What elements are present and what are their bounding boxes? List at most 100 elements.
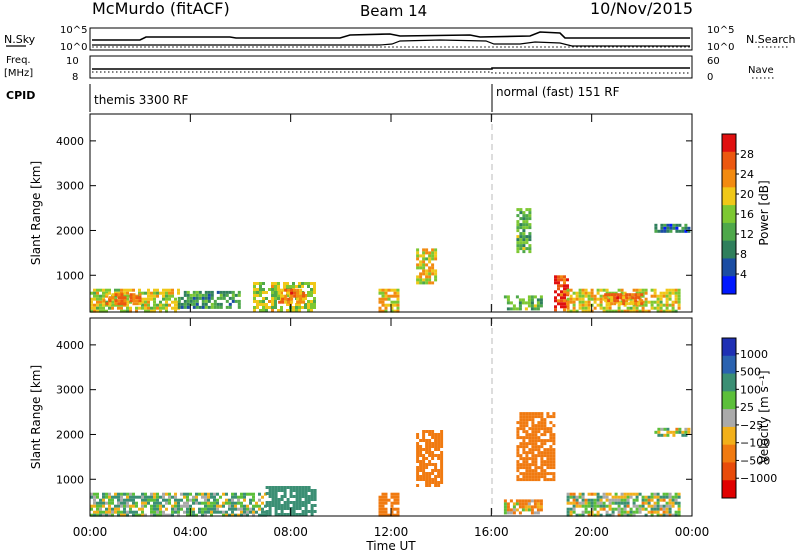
- echo-cell: [253, 306, 256, 309]
- echo-cell: [566, 293, 569, 297]
- echo-cell: [587, 309, 591, 313]
- echo-cell: [422, 457, 426, 460]
- echo-cell: [522, 466, 526, 470]
- echo-cell: [419, 478, 423, 481]
- echo-cell: [231, 507, 234, 511]
- echo-cell: [440, 454, 444, 457]
- echo-cell: [219, 495, 222, 499]
- echo-cell: [195, 302, 199, 306]
- echo-cell: [225, 498, 228, 502]
- colorbar-tick-label: 100: [740, 383, 761, 396]
- echo-cell: [596, 303, 600, 307]
- echo-cell: [177, 501, 180, 505]
- echo-cell: [274, 294, 277, 297]
- echo-cell: [543, 454, 547, 458]
- echo-cell: [546, 478, 550, 482]
- echo-cell: [599, 498, 603, 502]
- echo-cell: [623, 513, 627, 517]
- echo-cell: [174, 300, 177, 304]
- echo-cell: [437, 454, 441, 457]
- echo-cell: [302, 297, 306, 301]
- echo-cell: [243, 507, 246, 511]
- echo-cell: [292, 504, 296, 507]
- echo-cell: [141, 303, 144, 307]
- echo-cell: [531, 448, 535, 452]
- echo-cell: [378, 507, 382, 511]
- echo-cell: [539, 508, 543, 512]
- echo-cell: [198, 290, 202, 294]
- echo-cell: [292, 513, 296, 516]
- echo-cell: [278, 291, 282, 295]
- echo-cell: [162, 495, 165, 499]
- echo-cell: [153, 300, 156, 304]
- echo-cell: [554, 290, 557, 294]
- echo-cell: [126, 510, 129, 514]
- echo-cell: [274, 303, 277, 306]
- echo-cell: [543, 439, 547, 443]
- echo-cell: [204, 513, 207, 517]
- echo-cell: [283, 486, 287, 489]
- echo-cell: [123, 288, 126, 292]
- echo-cell: [144, 300, 147, 304]
- echo-cell: [525, 466, 529, 470]
- echo-cell: [90, 513, 93, 517]
- echo-cell: [261, 513, 264, 517]
- echo-cell: [310, 294, 313, 297]
- echo-cell: [165, 303, 168, 307]
- echo-cell: [255, 501, 258, 505]
- echo-cell: [195, 501, 198, 505]
- echo-cell: [90, 291, 93, 295]
- echo-cell: [644, 495, 648, 499]
- echo-cell: [153, 492, 156, 496]
- echo-cell: [195, 498, 198, 502]
- echo-cell: [569, 294, 573, 298]
- echo-cell: [614, 495, 618, 499]
- echo-cell: [528, 223, 532, 227]
- echo-cell: [243, 495, 246, 499]
- echo-cell: [108, 504, 111, 508]
- echo-cell: [381, 513, 385, 517]
- echo-cell: [528, 442, 532, 446]
- echo-cell: [537, 421, 541, 425]
- echo-cell: [543, 424, 547, 428]
- echo-cell: [665, 507, 669, 511]
- echo-cell: [659, 291, 663, 295]
- echo-cell: [525, 436, 529, 440]
- echo-cell: [666, 433, 670, 437]
- echo-cell: [222, 501, 225, 505]
- echo-cell: [381, 297, 385, 301]
- echo-cell: [287, 297, 291, 301]
- echo-cell: [114, 495, 117, 499]
- echo-cell: [105, 501, 108, 505]
- echo-cell: [304, 486, 308, 489]
- echo-cell: [313, 285, 316, 288]
- echo-cell: [440, 478, 444, 481]
- echo-cell: [283, 492, 287, 495]
- echo-cell: [549, 415, 553, 419]
- echo-cell: [147, 303, 150, 307]
- echo-cell: [596, 498, 600, 502]
- echo-cell: [419, 272, 423, 276]
- echo-cell: [298, 507, 302, 510]
- echo-cell: [525, 418, 529, 422]
- echo-cell: [668, 504, 672, 508]
- echo-cell: [283, 507, 287, 510]
- echo-cell: [93, 498, 96, 502]
- echo-cell: [274, 492, 278, 495]
- echo-cell: [546, 472, 550, 476]
- echo-cell: [531, 412, 535, 416]
- echo-cell: [518, 499, 522, 503]
- echo-cell: [552, 448, 556, 452]
- y-tick-label: 1000: [56, 269, 84, 282]
- echo-cell: [168, 513, 171, 517]
- echo-cell: [632, 492, 636, 496]
- echo-cell: [298, 282, 301, 285]
- echo-cell: [111, 507, 114, 511]
- echo-cell: [168, 288, 171, 292]
- echo-cell: [534, 415, 538, 419]
- echo-cell: [249, 492, 252, 496]
- echo-cell: [617, 495, 621, 499]
- echo-cell: [396, 513, 400, 517]
- echo-cell: [117, 296, 121, 300]
- echo-cell: [566, 284, 569, 288]
